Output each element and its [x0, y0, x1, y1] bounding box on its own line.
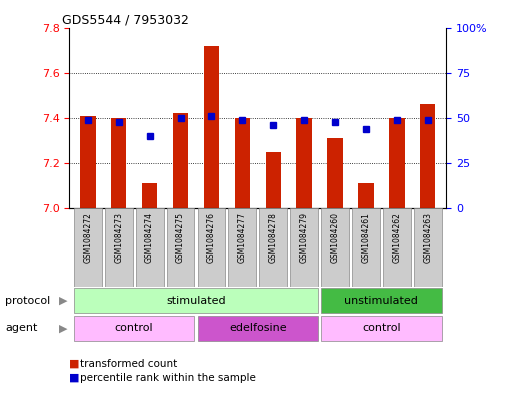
- Text: agent: agent: [5, 323, 37, 333]
- Bar: [383, 208, 411, 287]
- Text: GDS5544 / 7953032: GDS5544 / 7953032: [62, 13, 189, 26]
- Bar: [297, 118, 312, 208]
- Text: ■: ■: [69, 373, 80, 383]
- Bar: [358, 184, 373, 208]
- Text: ▶: ▶: [59, 323, 68, 333]
- Text: GSM1084279: GSM1084279: [300, 212, 309, 263]
- Bar: [74, 316, 194, 340]
- Text: unstimulated: unstimulated: [344, 296, 418, 306]
- Bar: [327, 138, 343, 208]
- Bar: [234, 118, 250, 208]
- Bar: [136, 208, 164, 287]
- Text: GSM1084275: GSM1084275: [176, 212, 185, 263]
- Bar: [105, 208, 133, 287]
- Bar: [266, 152, 281, 208]
- Text: percentile rank within the sample: percentile rank within the sample: [80, 373, 255, 383]
- Text: GSM1084278: GSM1084278: [269, 212, 278, 263]
- Bar: [142, 184, 157, 208]
- Bar: [74, 208, 102, 287]
- Text: stimulated: stimulated: [166, 296, 226, 306]
- Text: transformed count: transformed count: [80, 358, 177, 369]
- Bar: [414, 208, 442, 287]
- Bar: [228, 208, 256, 287]
- Text: GSM1084260: GSM1084260: [330, 212, 340, 263]
- Text: control: control: [115, 323, 153, 333]
- Text: GSM1084262: GSM1084262: [392, 212, 401, 263]
- Text: GSM1084277: GSM1084277: [238, 212, 247, 263]
- Text: GSM1084272: GSM1084272: [83, 212, 92, 263]
- Text: GSM1084274: GSM1084274: [145, 212, 154, 263]
- Bar: [80, 116, 95, 208]
- Bar: [198, 208, 225, 287]
- Bar: [420, 105, 436, 208]
- Bar: [167, 208, 194, 287]
- Text: GSM1084276: GSM1084276: [207, 212, 216, 263]
- Bar: [111, 118, 126, 208]
- Bar: [321, 288, 442, 313]
- Text: ■: ■: [69, 358, 80, 369]
- Text: edelfosine: edelfosine: [229, 323, 287, 333]
- Bar: [198, 316, 318, 340]
- Bar: [260, 208, 287, 287]
- Text: GSM1084263: GSM1084263: [423, 212, 432, 263]
- Bar: [74, 288, 318, 313]
- Bar: [321, 208, 349, 287]
- Bar: [389, 118, 405, 208]
- Text: GSM1084261: GSM1084261: [362, 212, 370, 263]
- Bar: [204, 46, 219, 208]
- Bar: [321, 316, 442, 340]
- Bar: [290, 208, 318, 287]
- Bar: [352, 208, 380, 287]
- Text: protocol: protocol: [5, 296, 50, 306]
- Bar: [173, 114, 188, 208]
- Text: GSM1084273: GSM1084273: [114, 212, 123, 263]
- Text: control: control: [362, 323, 401, 333]
- Text: ▶: ▶: [59, 296, 68, 306]
